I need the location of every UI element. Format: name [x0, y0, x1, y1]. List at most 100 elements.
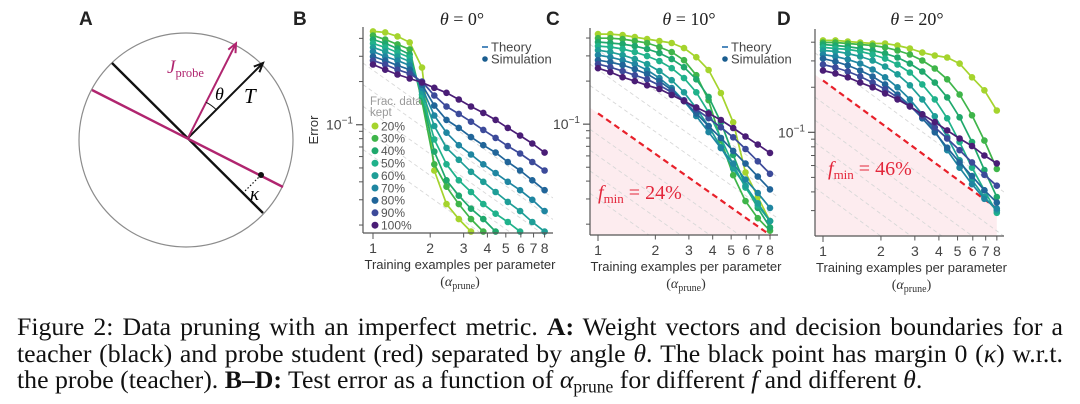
title-theta-symbol: θ [662, 9, 671, 29]
simulation-point-30pct [968, 112, 976, 119]
x-tick-label: 3 [911, 243, 919, 259]
simulation-point-40pct [431, 148, 438, 155]
alpha-subscript: prune [678, 283, 701, 294]
simulation-point-60pct [529, 218, 536, 226]
title-theta-symbol: θ [440, 9, 449, 29]
simulation-point-70pct [541, 207, 548, 215]
simulation-point-60pct [381, 48, 389, 55]
probe-vector-label: Jprobe [167, 57, 204, 80]
x-tick-label: 8 [993, 243, 1001, 259]
x-tick-label: 7 [755, 242, 763, 258]
simulation-point-90pct [931, 124, 939, 131]
simulation-point-30pct [906, 51, 914, 58]
simulation-point-80pct [931, 129, 939, 136]
guide-line [590, 85, 778, 219]
series-legend-title: kept [370, 107, 393, 119]
paren-open: ( [892, 278, 897, 293]
paren-open: ( [666, 277, 671, 292]
simulation-point-90pct [480, 126, 487, 134]
simulation-point-50pct [943, 115, 951, 122]
simulation-point-50pct [894, 61, 901, 68]
y-tick-label-base: 10 [778, 124, 794, 140]
simulation-point-80pct [504, 158, 512, 166]
simulation-point-80pct [981, 187, 988, 194]
simulation-point-70pct [480, 161, 487, 168]
simulation-point-60pct [607, 48, 614, 56]
simulation-point-50pct [906, 69, 914, 76]
series-legend-dot-icon [371, 134, 379, 142]
simulation-point-80pct [766, 186, 774, 193]
simulation-point-90pct [729, 134, 737, 141]
simulation-point-90pct [406, 70, 414, 77]
simulation-point-50pct [631, 48, 639, 56]
simulation-point-40pct [480, 215, 487, 223]
x-tick-label: 3 [460, 240, 468, 256]
simulation-point-40pct [631, 42, 639, 50]
simulation-point-90pct [607, 63, 614, 71]
simulation-point-100pct [981, 152, 988, 159]
x-tick-label: 1 [819, 243, 827, 259]
simulation-point-20pct [467, 228, 475, 235]
simulation-point-90pct [431, 92, 438, 99]
theory-line-30pct [372, 34, 484, 233]
simulation-point-100pct [844, 74, 852, 81]
simulation-point-90pct [869, 79, 876, 86]
simulation-point-20pct [406, 39, 414, 46]
x-tick-label: 4 [483, 240, 491, 256]
x-tick-label: 4 [709, 242, 717, 258]
series-legend-label: 50% [381, 157, 405, 171]
simulation-point-30pct [742, 197, 749, 205]
simulation-point-50pct [607, 43, 614, 51]
series-legend-label: 80% [381, 194, 405, 208]
simulation-point-70pct [619, 56, 626, 64]
caption-text: . [915, 365, 923, 394]
simulation-point-80pct [467, 133, 475, 141]
simulation-point-70pct [832, 53, 839, 60]
panel-label-d: D [777, 9, 791, 30]
simulation-point-50pct [968, 164, 976, 171]
series-legend-dot-icon [371, 221, 379, 229]
simulation-point-100pct [919, 111, 926, 118]
x-tick-label: 5 [954, 243, 962, 259]
simulation-point-70pct [516, 186, 524, 194]
simulation-point-90pct [844, 68, 852, 75]
simulation-point-70pct [717, 144, 725, 152]
x-axis-label: Training examples per parameter [816, 260, 1008, 275]
simulation-point-100pct [968, 142, 976, 150]
simulation-point-80pct [529, 177, 536, 184]
simulation-point-100pct [467, 103, 475, 110]
series-legend-dot-icon [371, 172, 379, 180]
simulation-point-30pct [754, 214, 762, 222]
title-theta-symbol: θ [890, 9, 899, 29]
simulation-point-40pct [956, 114, 963, 121]
simulation-point-80pct [492, 149, 499, 156]
simulation-point-70pct [504, 178, 512, 186]
title-theta-value: = 10° [671, 9, 715, 29]
fmin-symbol: f [598, 182, 606, 204]
simulation-point-90pct [516, 150, 524, 157]
simulation-point-50pct [619, 45, 626, 53]
simulation-point-100pct [631, 77, 639, 85]
simulation-point-40pct [443, 177, 450, 184]
guide-line [590, 128, 741, 235]
caption-math: κ [983, 338, 997, 368]
caption-text: and different [758, 365, 904, 394]
simulation-point-70pct [754, 189, 762, 197]
simulation-point-70pct [705, 128, 712, 136]
x-tick-label: 6 [742, 242, 750, 258]
simulation-point-30pct [619, 35, 626, 43]
simulation-point-80pct [819, 55, 827, 62]
simulation-point-100pct [394, 71, 401, 78]
guide-line [363, 105, 543, 233]
simulation-point-90pct [619, 67, 626, 75]
simulation-point-70pct [492, 169, 499, 177]
simulation-point-30pct [993, 165, 1001, 173]
simulation-point-100pct [717, 116, 725, 124]
guide-line [590, 192, 650, 235]
simulation-point-70pct [455, 141, 463, 149]
theory-legend-label: Theory [491, 40, 532, 55]
simulation-point-100pct [993, 160, 1001, 167]
simulation-point-100pct [943, 127, 951, 134]
simulation-point-90pct [394, 66, 401, 73]
